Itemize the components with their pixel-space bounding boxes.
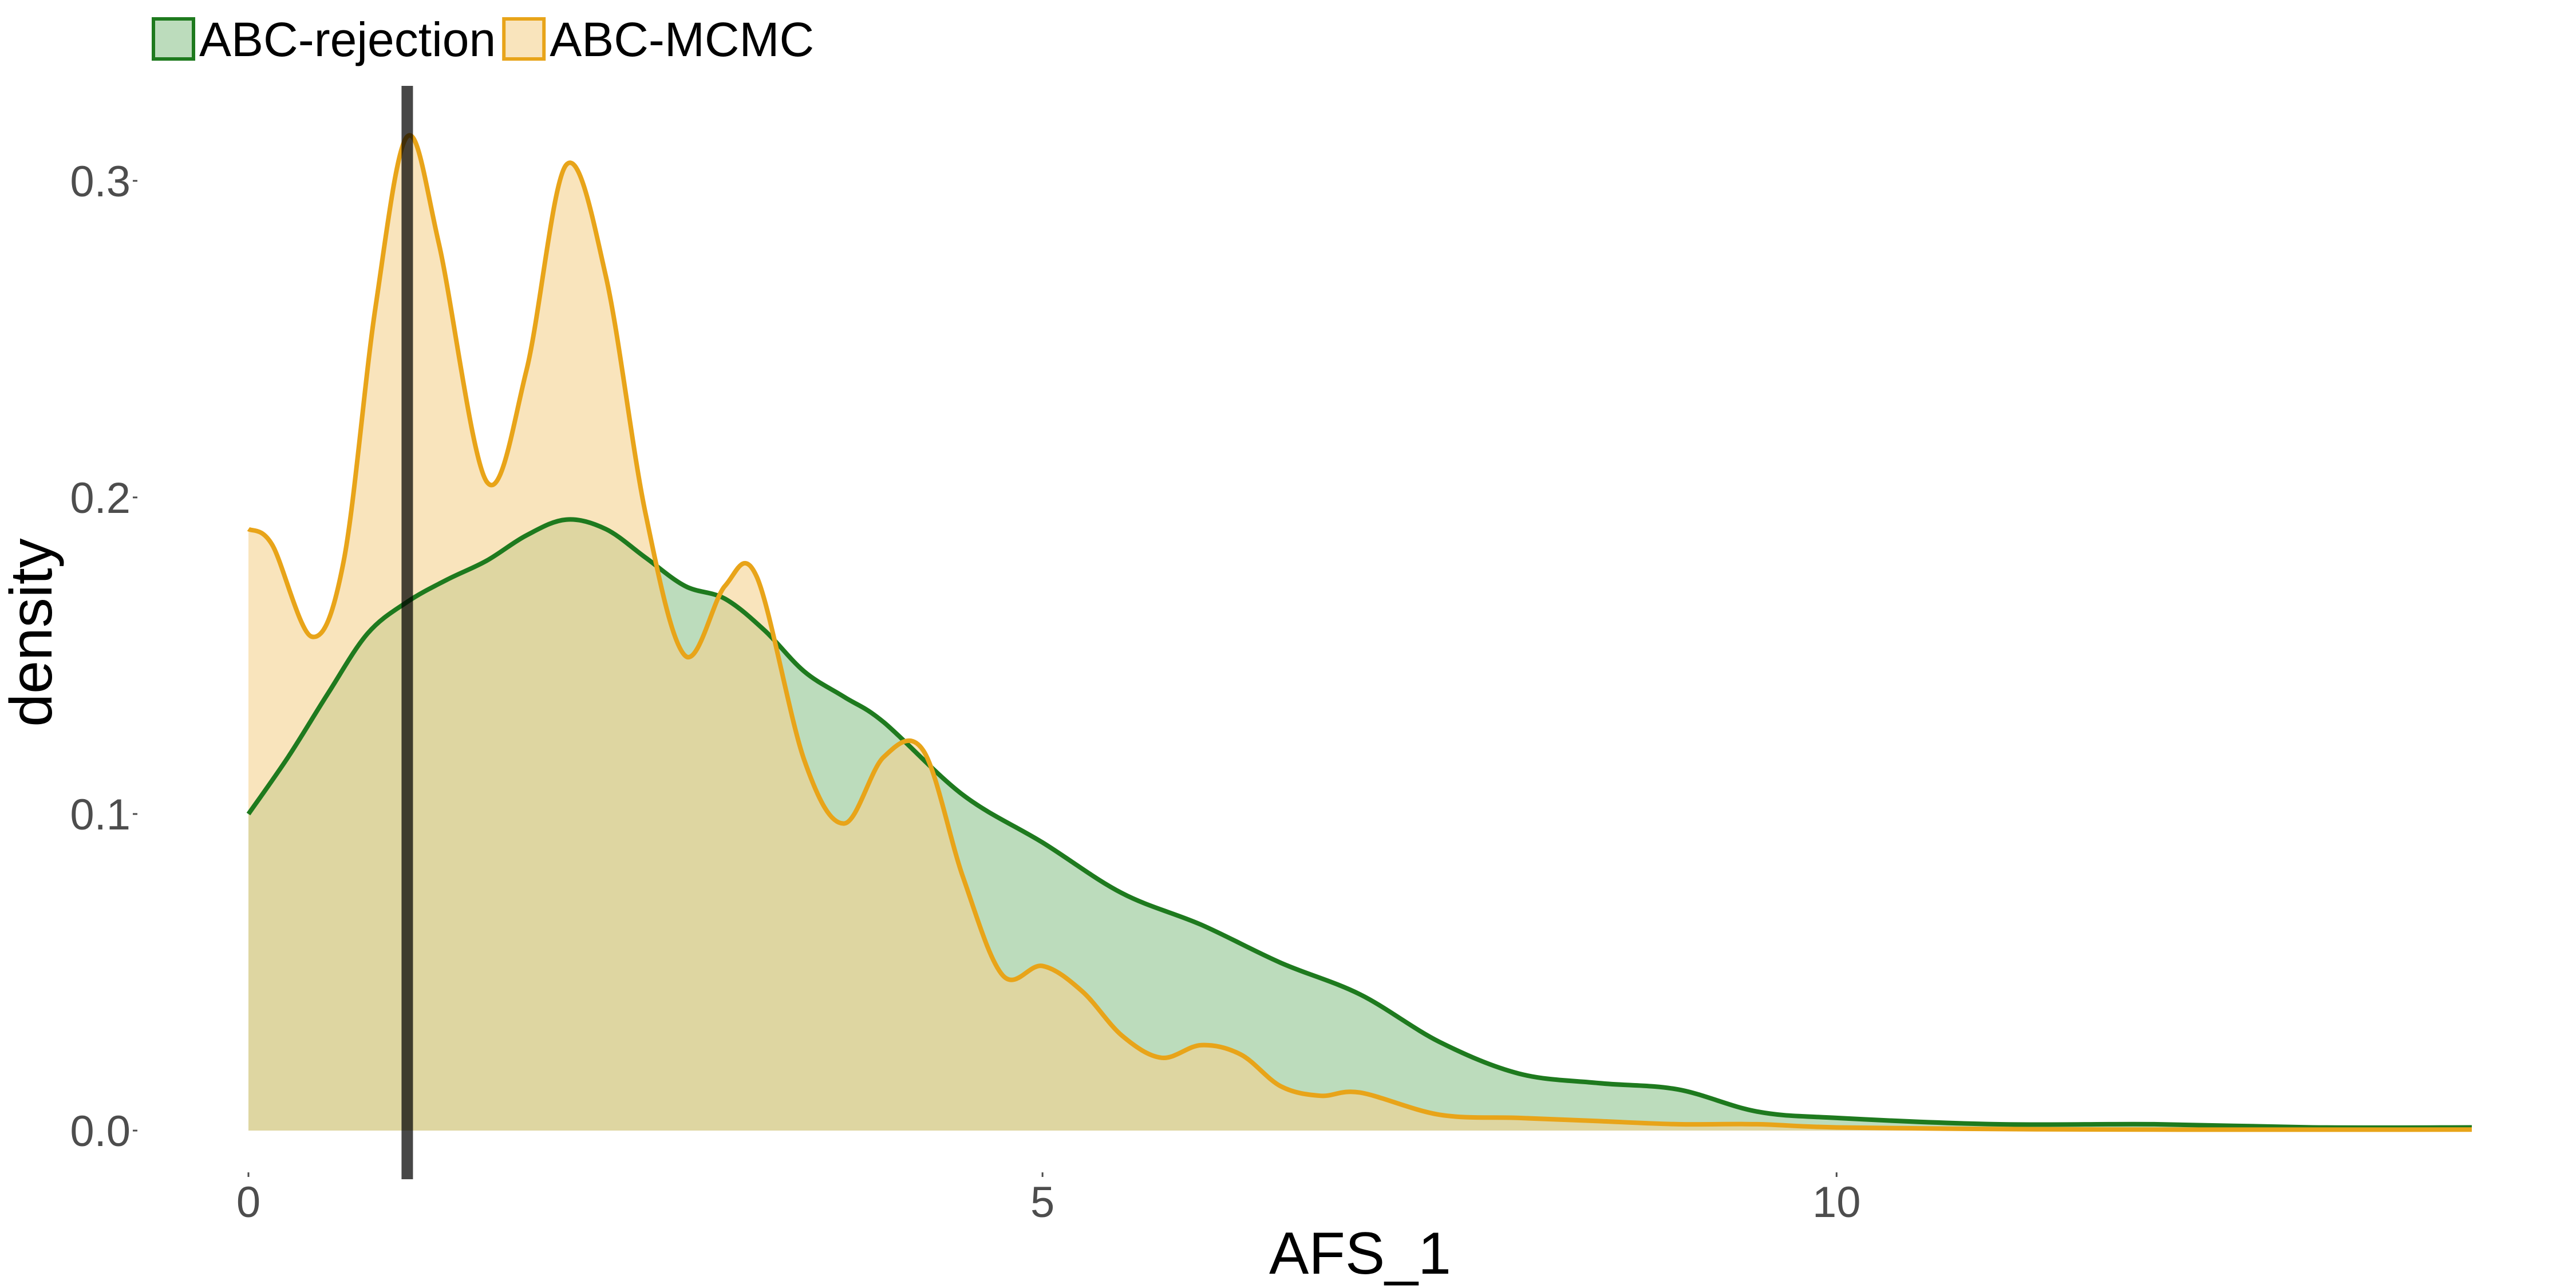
x-tick-label: 10 <box>1812 1178 1861 1227</box>
y-tick-label: 0.0 <box>70 1107 131 1156</box>
density-lines <box>246 133 2472 1132</box>
reference-line <box>401 86 413 1179</box>
legend-label: ABC-MCMC <box>550 13 814 66</box>
reference-line-group <box>401 86 413 1179</box>
density-area-abc-mcmc <box>248 135 2472 1131</box>
y-axis-title: density <box>0 538 65 727</box>
x-axis-title: AFS_1 <box>1269 1220 1451 1287</box>
y-tick-label: 0.2 <box>70 474 131 523</box>
y-axis: 0.0 0.1 0.2 0.3 <box>70 157 137 1156</box>
density-line-abc-rejection <box>246 517 2472 1130</box>
legend-key <box>502 17 546 61</box>
y-tick-label: 0.3 <box>70 157 131 206</box>
x-tick-label: 5 <box>1030 1178 1054 1227</box>
x-axis: 0 5 10 <box>236 1172 1861 1227</box>
legend: ABC-rejection ABC-MCMC <box>152 13 814 66</box>
legend-key <box>152 17 195 61</box>
legend-label: ABC-rejection <box>199 13 496 66</box>
density-line-abc-mcmc <box>247 133 2472 1132</box>
y-tick-label: 0.1 <box>70 791 131 839</box>
density-fills <box>248 135 2472 1131</box>
x-tick-label: 0 <box>236 1178 260 1227</box>
